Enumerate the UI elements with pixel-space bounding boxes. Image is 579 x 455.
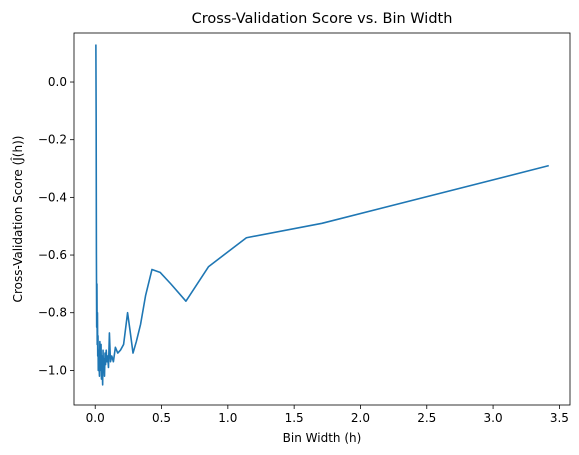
plot-area: 0.0 0.5 1.0 1.5 2.0 2.5 3.0 3.5 0.0 −0.2 −0.4 −0.6…	[38, 33, 570, 425]
x-tick-label: 0.5	[152, 411, 171, 425]
x-tick-label: 1.5	[285, 411, 304, 425]
x-tick-label: 2.5	[417, 411, 436, 425]
series-line-0	[96, 45, 549, 385]
chart-title: Cross-Validation Score vs. Bin Width	[192, 11, 453, 27]
y-axis-label: Cross-Validation Score (Ĵ(h))	[11, 136, 25, 303]
y-tick-label: 0.0	[48, 75, 67, 89]
x-tick-label: 3.5	[550, 411, 569, 425]
x-tick-label: 3.0	[484, 411, 503, 425]
y-tick-label: −0.2	[38, 133, 67, 147]
y-tick-label: −0.4	[38, 190, 67, 204]
y-tick-label: −1.0	[38, 363, 67, 377]
y-tick-label: −0.8	[38, 306, 67, 320]
x-tick-label: 1.0	[218, 411, 237, 425]
y-tick-label: −0.6	[38, 248, 67, 262]
axes-frame	[74, 33, 570, 405]
x-tick-label: 0.0	[86, 411, 105, 425]
x-tick-label: 2.0	[351, 411, 370, 425]
x-axis-label: Bin Width (h)	[283, 431, 362, 445]
